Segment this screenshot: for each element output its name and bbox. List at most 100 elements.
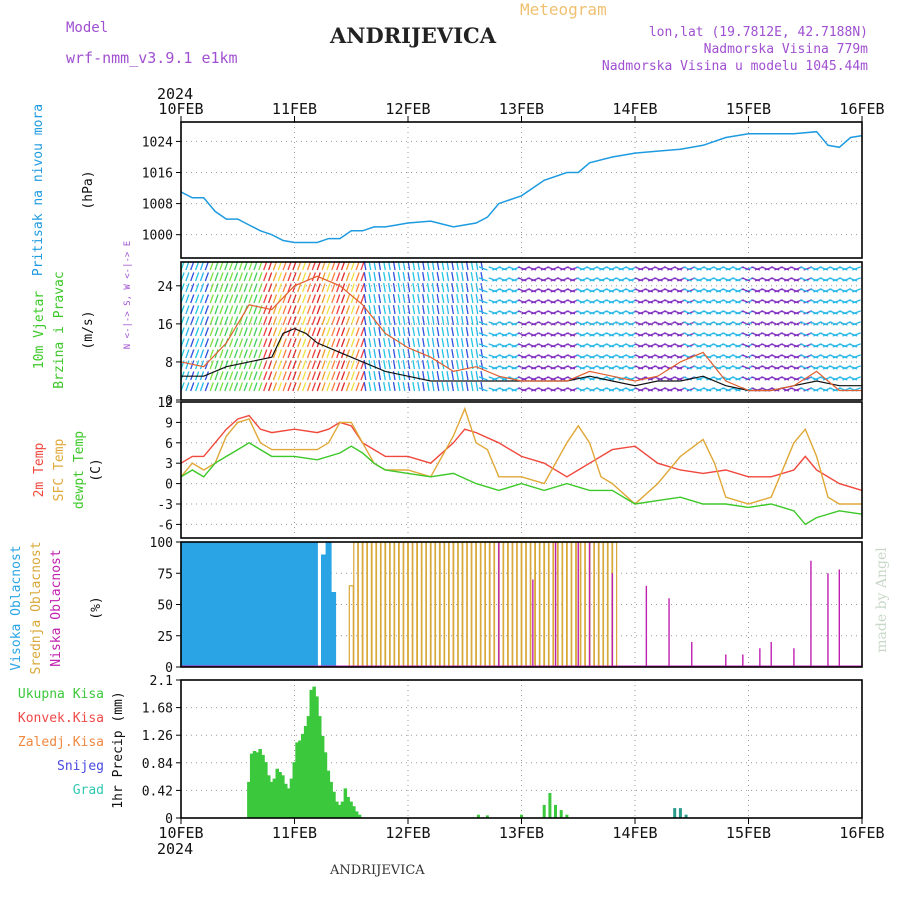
wind-arrow [336, 338, 341, 348]
high-cloud-bar [280, 542, 287, 667]
wind-arrow [478, 343, 488, 348]
wind-arrow [498, 277, 508, 282]
wind-arrow [383, 315, 386, 326]
wind-arrow [331, 327, 336, 337]
wind-arrow [355, 305, 360, 315]
wind-arrow [848, 376, 858, 381]
wind-arrow [417, 282, 421, 293]
wind-arrow [498, 332, 508, 337]
wind-arrow [263, 261, 268, 271]
wind-arrow [387, 304, 391, 315]
high-cloud-bar [266, 542, 273, 667]
wind-arrow [546, 310, 556, 315]
wind-arrow [741, 266, 751, 271]
wind-arrow [383, 293, 386, 304]
high-cloud-bar [239, 542, 246, 667]
wind-arrow [498, 376, 508, 381]
wind-arrow [368, 282, 372, 293]
wind-arrow [673, 354, 683, 359]
wind-arrow [498, 365, 508, 370]
wind-arrow [345, 305, 351, 315]
wind-arrow [663, 299, 673, 304]
wind-arrow [340, 261, 346, 271]
wind-arrow [460, 271, 464, 282]
wind-arrow [321, 360, 326, 370]
wind-arrow [368, 271, 372, 282]
wind-arrow [267, 272, 273, 282]
wind-arrow [537, 310, 547, 315]
precip-bar [247, 781, 251, 818]
wind-arrow [185, 382, 190, 392]
wind-arrow [311, 360, 317, 370]
wind-arrow [277, 338, 283, 348]
wind-arrow [267, 316, 273, 326]
wind-arrow [301, 371, 307, 381]
wind-arrow [238, 338, 244, 348]
wind-arrow [214, 382, 219, 392]
mid-cloud-bar [375, 541, 382, 668]
model-label: Model [66, 20, 109, 36]
y-tick-label: 6 [165, 437, 173, 452]
wind-arrow [566, 332, 576, 337]
wind-arrow [465, 370, 469, 381]
wind-arrow [692, 387, 702, 392]
wind-arrow [848, 354, 858, 359]
wind-arrow [287, 371, 292, 381]
wind-arrow [683, 343, 693, 348]
wind-arrow [306, 305, 312, 315]
wind-arrow [272, 272, 278, 282]
wind-arrow [407, 326, 411, 337]
y-tick-label: 1.26 [142, 729, 173, 744]
wind-arrow [456, 293, 459, 304]
wind-arrow [301, 382, 307, 392]
wind-arrow [277, 316, 283, 326]
wind-arrow [436, 381, 440, 392]
wind-arrow [790, 376, 800, 381]
wind-arrow [809, 387, 819, 392]
wind-arrow [790, 288, 800, 293]
wind-arrow [478, 332, 488, 337]
wind-arrow [702, 266, 712, 271]
wind-arrow [478, 277, 488, 282]
wind-arrow [248, 349, 253, 359]
precip-bar [357, 814, 362, 818]
y-tick-label: 25 [157, 630, 173, 645]
wind-arrow [402, 381, 406, 392]
wind-arrow [527, 277, 537, 282]
year-label-top: 2024 [157, 85, 193, 103]
wind-arrow [546, 343, 556, 348]
wind-arrow [402, 304, 406, 315]
wind-arrow [209, 382, 214, 392]
wind-arrow [190, 283, 195, 293]
wind-arrow [282, 316, 287, 326]
wind-arrow [507, 365, 517, 370]
precip-bar [320, 735, 325, 818]
wind-arrow [456, 370, 459, 381]
wind-arrow [199, 382, 205, 392]
wind-arrow [301, 349, 307, 359]
wind-arrow [751, 376, 761, 381]
wind-arrow [199, 294, 205, 304]
wind-arrow [336, 371, 341, 381]
wind-arrow [770, 277, 780, 282]
wind-arrow [595, 321, 605, 326]
precip-bar-small [678, 808, 682, 818]
wind-arrow [263, 283, 268, 293]
wind-arrow [465, 293, 469, 304]
wind-arrow [311, 327, 317, 337]
wind-arrow [326, 349, 331, 359]
wind-arrow [751, 321, 761, 326]
wind-arrow [848, 266, 858, 271]
wind-arrow [224, 261, 229, 271]
mid-cloud-bar [371, 541, 377, 668]
precip-bar [292, 762, 296, 818]
wind-arrow [422, 381, 425, 392]
y-tick-label: 50 [157, 599, 173, 614]
wind-arrow [770, 299, 780, 304]
wind-arrow [194, 305, 200, 315]
wind-arrow [663, 321, 673, 326]
precip-bar [303, 726, 308, 818]
wind-arrow [426, 304, 430, 315]
wind-arrow [566, 354, 576, 359]
precip-bar-small [559, 810, 563, 818]
